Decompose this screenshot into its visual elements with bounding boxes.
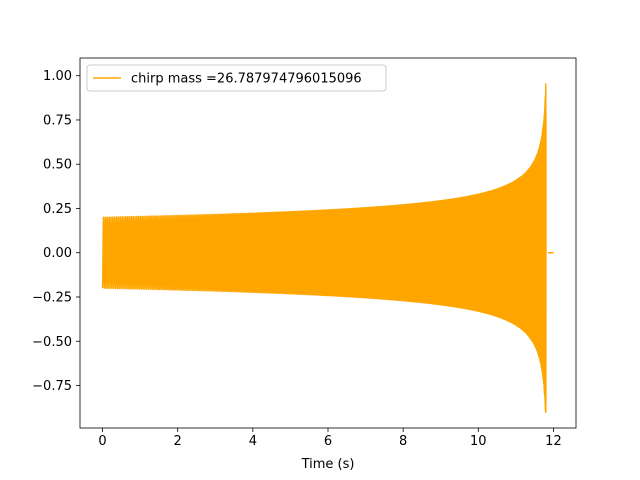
y-tick-label: −0.50 — [32, 335, 72, 350]
x-tick-label: 10 — [470, 434, 487, 449]
x-axis-label: Time (s) — [301, 457, 355, 472]
y-tick-label: −0.75 — [32, 379, 72, 394]
x-tick-label: 4 — [249, 434, 257, 449]
x-tick-label: 2 — [174, 434, 182, 449]
y-axis-ticks: −0.75 −0.50 −0.25 0.00 0.25 0.50 0.75 1.00 — [32, 69, 80, 394]
x-axis-ticks: 0 2 4 6 8 10 12 — [98, 428, 562, 449]
x-tick-label: 12 — [545, 434, 562, 449]
y-tick-label: 0.00 — [43, 246, 72, 261]
plot-area — [101, 83, 554, 413]
legend-box — [86, 64, 387, 92]
legend: chirp mass =26.787974796015096 — [86, 64, 387, 92]
x-tick-label: 8 — [399, 434, 407, 449]
y-tick-label: 0.50 — [43, 158, 72, 173]
y-tick-label: 1.00 — [43, 69, 72, 84]
x-tick-label: 0 — [98, 434, 106, 449]
y-tick-label: −0.25 — [32, 290, 72, 305]
y-tick-label: 0.75 — [43, 113, 72, 128]
x-tick-label: 6 — [324, 434, 332, 449]
legend-label: chirp mass =26.787974796015096 — [131, 72, 362, 87]
y-tick-label: 0.25 — [43, 202, 72, 217]
series-line-chirp — [101, 83, 547, 413]
